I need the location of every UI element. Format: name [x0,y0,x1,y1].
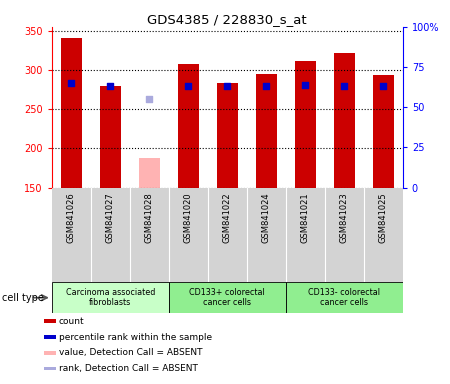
Bar [256,74,277,188]
Text: GSM841020: GSM841020 [184,192,193,243]
Point [263,83,270,89]
Bar [286,282,403,313]
Point [146,96,153,102]
Text: CD133+ colorectal
cancer cells: CD133+ colorectal cancer cells [189,288,265,308]
Bar [44,319,56,323]
Text: Carcinoma associated
fibroblasts: Carcinoma associated fibroblasts [66,288,155,308]
Bar [52,282,169,313]
Point [184,83,192,89]
Bar [44,335,56,339]
Point [224,83,231,89]
Text: cell type: cell type [2,293,44,303]
Bar [44,351,56,354]
Title: GDS4385 / 228830_s_at: GDS4385 / 228830_s_at [148,13,307,26]
Point [107,83,114,89]
Text: GSM841026: GSM841026 [67,192,76,243]
Text: GSM841023: GSM841023 [340,192,349,243]
Bar [139,158,160,188]
Text: GSM841024: GSM841024 [262,192,271,243]
Bar [169,282,286,313]
Bar [294,61,316,188]
Text: GSM841021: GSM841021 [301,192,310,243]
Text: GSM841025: GSM841025 [379,192,388,243]
Bar [60,38,82,188]
Text: CD133- colorectal
cancer cells: CD133- colorectal cancer cells [308,288,380,308]
Text: value, Detection Call = ABSENT: value, Detection Call = ABSENT [59,348,202,357]
Text: rank, Detection Call = ABSENT: rank, Detection Call = ABSENT [59,364,198,373]
Bar [177,64,199,188]
Bar [216,83,238,188]
Bar [373,75,394,188]
Text: GSM841027: GSM841027 [106,192,115,243]
Bar [44,367,56,370]
Point [341,83,348,89]
Text: GSM841022: GSM841022 [223,192,232,243]
Bar [99,86,121,188]
Bar [333,53,355,188]
Point [68,79,75,86]
Point [380,83,387,89]
Point [302,82,309,88]
Text: GSM841028: GSM841028 [145,192,154,243]
Text: percentile rank within the sample: percentile rank within the sample [59,333,212,341]
Text: count: count [59,317,84,326]
